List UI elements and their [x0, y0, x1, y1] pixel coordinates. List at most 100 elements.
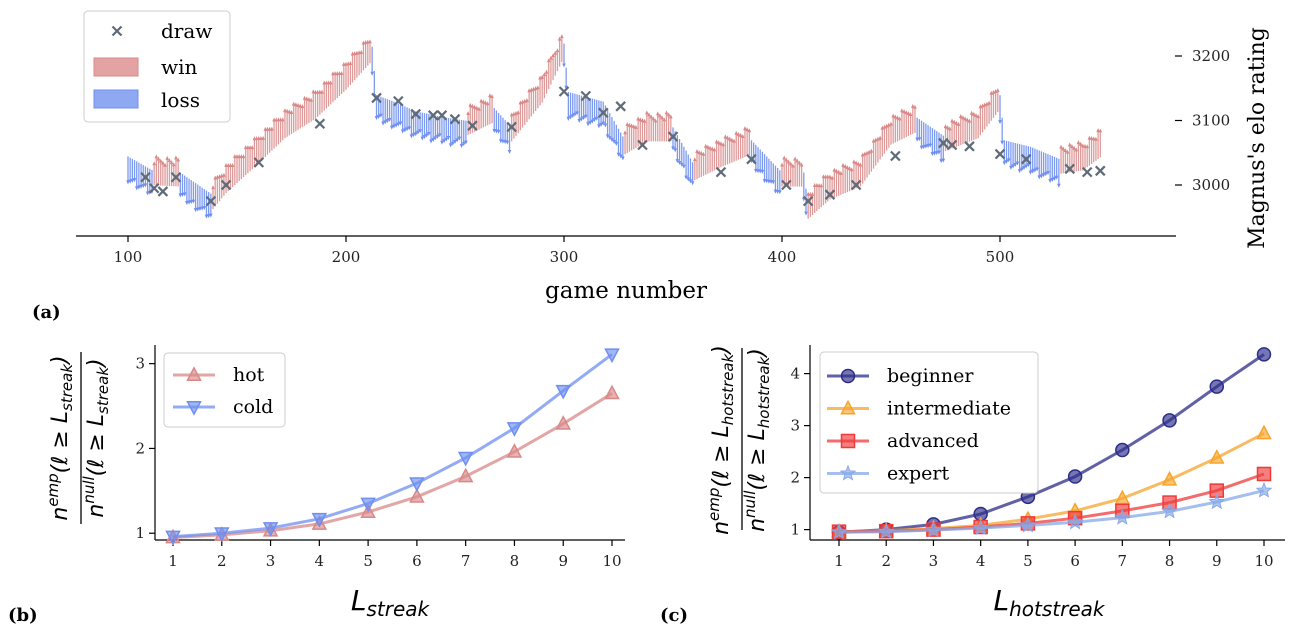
- loss-arrowhead: [603, 123, 608, 128]
- win-arrowhead: [479, 98, 483, 103]
- draw-marker-stroke-2: [667, 131, 679, 142]
- loss-arrowhead: [409, 134, 414, 139]
- loss-arrowhead: [139, 184, 143, 189]
- loss-arrowhead: [1015, 161, 1020, 166]
- x-tick-label: 400: [768, 248, 797, 266]
- x-tick-label: 5: [1023, 552, 1033, 570]
- y-tick-label: 3100: [1192, 112, 1230, 130]
- b-series: [165, 348, 620, 546]
- win-arrowhead: [551, 53, 555, 58]
- draw-marker: [393, 95, 404, 107]
- win-arrowhead: [546, 58, 551, 63]
- draw-marker-stroke-2: [1064, 163, 1076, 175]
- legend-loss-swatch: [93, 89, 139, 109]
- loss-arrowhead: [1011, 164, 1015, 169]
- loss-arrowhead: [433, 136, 438, 141]
- win-arrowhead: [280, 117, 285, 122]
- win-arrowhead: [736, 131, 741, 136]
- series-line-hot: [172, 392, 613, 539]
- win-arrowhead: [810, 191, 815, 196]
- win-arrowhead: [1094, 136, 1098, 141]
- win-loss-bars: [126, 34, 1103, 219]
- loss-arrowhead: [612, 139, 616, 144]
- loss-arrowhead: [677, 161, 682, 166]
- win-arrowhead: [695, 149, 699, 154]
- loss-arrowhead: [206, 214, 211, 219]
- win-arrowhead: [869, 148, 874, 153]
- loss-arrowhead: [926, 144, 930, 149]
- win-arrowhead: [536, 85, 540, 90]
- draw-marker: [1064, 163, 1076, 175]
- loss-arrowhead: [389, 125, 394, 130]
- x-tick-label: 7: [1118, 552, 1128, 570]
- point-expert: [1019, 516, 1037, 533]
- win-arrowhead: [858, 162, 863, 167]
- x-tick-label: 10: [1254, 552, 1273, 570]
- loss-arrowhead: [130, 178, 135, 183]
- loss-arrowhead: [614, 141, 619, 146]
- win-arrowhead: [725, 135, 730, 140]
- loss-arrowhead: [403, 128, 407, 133]
- draw-marker-stroke-2: [946, 139, 958, 151]
- win-arrowhead: [958, 114, 963, 119]
- win-arrowhead: [889, 121, 893, 126]
- loss-arrowhead: [570, 114, 575, 119]
- draw-marker: [964, 141, 975, 152]
- point-intermediate: [1209, 449, 1225, 464]
- c-x-axis-label: Lhotstreak: [994, 584, 1106, 621]
- win-arrowhead: [893, 114, 898, 119]
- loss-arrowhead: [1048, 179, 1052, 184]
- win-arrowhead: [553, 50, 558, 55]
- loss-arrowhead: [566, 116, 571, 121]
- win-arrowhead: [472, 104, 477, 109]
- win-arrowhead: [516, 110, 521, 115]
- point-beginner: [1115, 442, 1130, 458]
- loss-arrowhead: [1013, 162, 1018, 167]
- loss-arrowhead: [126, 180, 130, 185]
- win-arrowhead: [788, 161, 793, 166]
- loss-arrowhead: [941, 158, 946, 163]
- legend-marker-hot: [186, 366, 202, 381]
- win-arrowhead: [845, 165, 850, 170]
- loss-arrowhead: [457, 136, 462, 141]
- draw-marker: [802, 195, 814, 207]
- draw-marker-stroke-2: [314, 118, 326, 130]
- legend-b-entries: hot cold: [173, 364, 273, 418]
- point-expert: [1161, 502, 1179, 519]
- loss-arrowhead: [577, 118, 582, 123]
- c-ticks: 1 2 3 4 5 6 7 8 9 10 1 2 3 4: [790, 365, 1273, 570]
- win-arrowhead: [747, 128, 752, 133]
- win-arrowhead: [849, 167, 854, 172]
- win-arrowhead: [525, 98, 529, 103]
- point-hot: [555, 415, 571, 430]
- loss-arrowhead: [682, 164, 686, 169]
- loss-arrowhead: [597, 124, 601, 129]
- loss-arrowhead: [141, 184, 146, 189]
- win-arrowhead: [174, 155, 178, 160]
- legend-c-frame: [819, 351, 1039, 494]
- draw-marker: [890, 150, 901, 162]
- draw-marker-stroke-2: [410, 108, 422, 120]
- win-arrowhead: [154, 154, 159, 159]
- win-arrowhead: [488, 93, 492, 98]
- loss-arrowhead: [610, 138, 614, 143]
- draw-marker: [157, 186, 169, 197]
- draw-marker: [580, 90, 592, 102]
- loss-arrowhead: [673, 148, 677, 153]
- win-arrowhead: [283, 108, 287, 113]
- legend-win-label: win: [161, 55, 198, 79]
- c-ylabel-denominator: nnull(ℓ ≥ Lhotstreak): [741, 348, 773, 532]
- win-arrowhead: [658, 113, 662, 118]
- loss-arrowhead: [804, 211, 808, 216]
- draw-marker: [205, 195, 217, 207]
- point-cold: [262, 522, 279, 537]
- b-xlabel-main: L: [351, 584, 367, 617]
- win-arrowhead: [819, 183, 824, 188]
- loss-arrowhead: [431, 137, 435, 142]
- win-arrowhead: [897, 116, 902, 121]
- loss-arrowhead: [461, 142, 466, 147]
- win-arrowhead: [664, 110, 669, 115]
- point-expert: [1208, 493, 1226, 510]
- point-expert: [877, 522, 895, 539]
- win-arrowhead: [730, 137, 734, 142]
